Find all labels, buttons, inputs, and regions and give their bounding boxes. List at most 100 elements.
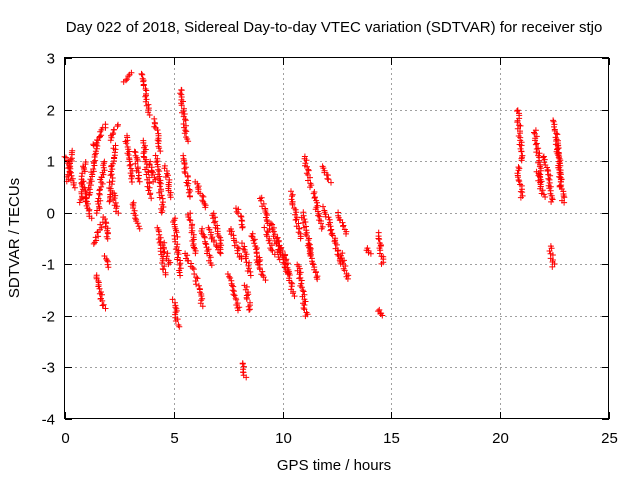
data-point bbox=[213, 243, 220, 250]
data-point bbox=[542, 194, 549, 200]
data-point bbox=[310, 261, 317, 268]
data-point bbox=[129, 179, 135, 185]
data-point bbox=[132, 215, 139, 222]
data-point bbox=[157, 148, 164, 155]
data-point bbox=[154, 127, 161, 133]
data-point bbox=[286, 272, 293, 278]
data-point bbox=[340, 223, 346, 230]
data-point bbox=[546, 248, 553, 254]
data-point bbox=[533, 149, 540, 156]
data-point bbox=[125, 152, 132, 158]
data-point bbox=[82, 159, 89, 165]
data-point bbox=[179, 109, 185, 116]
data-point bbox=[96, 203, 102, 210]
data-point bbox=[217, 246, 224, 253]
data-point bbox=[140, 82, 147, 89]
data-point bbox=[235, 210, 242, 217]
data-point bbox=[90, 141, 97, 148]
y-tick-label: -4 bbox=[42, 412, 55, 429]
data-point bbox=[138, 70, 145, 77]
data-point bbox=[549, 263, 556, 270]
data-point bbox=[91, 151, 98, 158]
data-point bbox=[110, 196, 117, 203]
data-point bbox=[233, 296, 240, 303]
data-point bbox=[259, 268, 266, 275]
data-point bbox=[538, 178, 545, 185]
data-point bbox=[169, 296, 176, 303]
data-point bbox=[95, 195, 102, 202]
data-point bbox=[201, 200, 208, 207]
data-point bbox=[98, 224, 105, 231]
data-point bbox=[158, 209, 165, 216]
data-point bbox=[298, 277, 305, 284]
data-point bbox=[548, 198, 555, 205]
data-point bbox=[111, 149, 118, 156]
data-point bbox=[106, 185, 113, 191]
data-point bbox=[146, 112, 153, 118]
data-point bbox=[136, 178, 143, 185]
data-point bbox=[560, 193, 567, 199]
chart-title: Day 022 of 2018, Sidereal Day-to-day VTE… bbox=[66, 19, 603, 36]
data-point bbox=[142, 98, 149, 105]
data-point bbox=[88, 169, 95, 176]
data-point bbox=[288, 283, 295, 290]
data-point bbox=[239, 224, 246, 231]
data-point bbox=[134, 220, 141, 227]
data-point bbox=[294, 267, 301, 274]
y-tick-label: 1 bbox=[47, 154, 55, 171]
data-point bbox=[131, 207, 138, 214]
plot-frame bbox=[64, 57, 609, 419]
data-point bbox=[180, 113, 187, 120]
data-point bbox=[247, 272, 254, 279]
data-point bbox=[228, 228, 235, 235]
data-point bbox=[176, 323, 183, 330]
data-point bbox=[90, 166, 97, 172]
data-point bbox=[199, 303, 206, 310]
data-point bbox=[103, 220, 110, 227]
data-point bbox=[106, 179, 113, 186]
data-point bbox=[300, 219, 307, 226]
data-point bbox=[90, 159, 97, 165]
data-point bbox=[261, 224, 268, 231]
data-point bbox=[537, 174, 544, 181]
data-point bbox=[227, 275, 234, 281]
data-point bbox=[147, 191, 153, 198]
data-point bbox=[66, 168, 73, 175]
data-point bbox=[173, 307, 180, 314]
data-point bbox=[201, 233, 208, 240]
data-point bbox=[148, 195, 155, 202]
data-point bbox=[325, 176, 332, 183]
data-point bbox=[274, 234, 281, 241]
data-point bbox=[322, 213, 329, 220]
data-point bbox=[162, 174, 169, 180]
data-point bbox=[178, 102, 185, 109]
data-point bbox=[185, 257, 192, 264]
data-point bbox=[540, 153, 547, 160]
data-point bbox=[318, 220, 324, 227]
data-point bbox=[208, 262, 215, 269]
data-point bbox=[88, 215, 95, 222]
data-point bbox=[328, 231, 335, 238]
data-point bbox=[115, 210, 122, 217]
data-point bbox=[105, 264, 112, 271]
y-tick-label: -3 bbox=[42, 360, 55, 377]
data-point bbox=[193, 281, 200, 288]
data-point bbox=[177, 272, 184, 279]
data-point bbox=[229, 287, 236, 294]
data-point bbox=[152, 152, 159, 159]
data-point bbox=[299, 287, 306, 294]
data-point bbox=[229, 282, 235, 289]
data-point bbox=[224, 271, 231, 277]
data-point bbox=[324, 175, 331, 182]
data-point bbox=[123, 77, 129, 84]
data-point bbox=[532, 141, 539, 148]
data-point bbox=[135, 175, 142, 182]
data-point bbox=[189, 264, 196, 271]
data-point bbox=[96, 285, 103, 292]
data-point bbox=[125, 73, 132, 80]
data-point bbox=[239, 240, 245, 247]
data-point bbox=[275, 238, 282, 245]
data-point bbox=[162, 271, 169, 278]
data-point bbox=[157, 180, 164, 187]
data-point bbox=[235, 307, 241, 314]
